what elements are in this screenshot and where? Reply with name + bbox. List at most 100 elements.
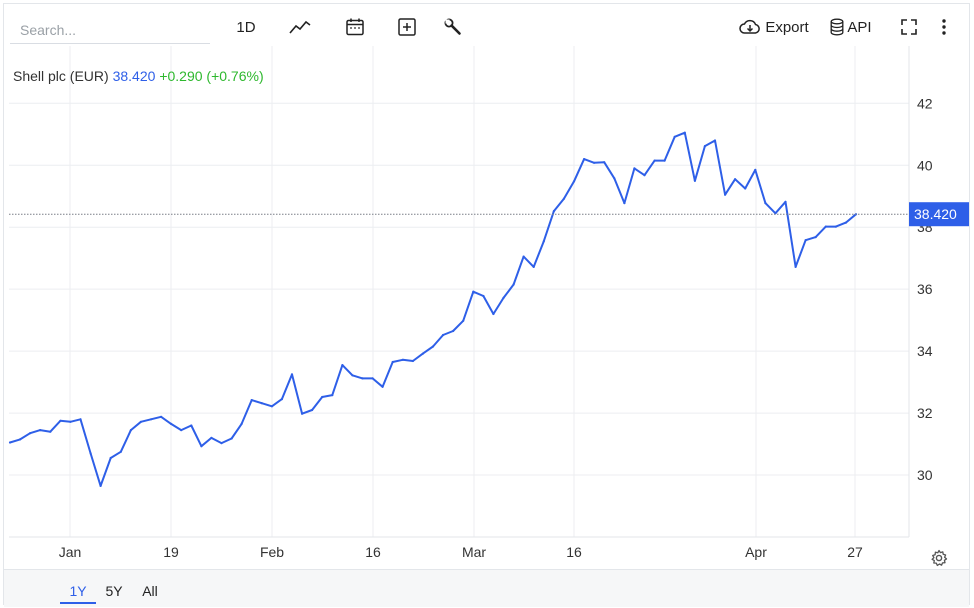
price-data-point xyxy=(814,236,817,239)
price-data-point xyxy=(139,420,142,423)
price-data-point xyxy=(401,358,404,361)
price-data-point xyxy=(149,418,153,421)
price-data-point xyxy=(512,283,515,286)
range-all-button[interactable]: All xyxy=(142,583,158,599)
price-data-point xyxy=(119,450,122,453)
x-tick-label: 27 xyxy=(847,544,863,560)
x-tick-label: 19 xyxy=(163,544,179,560)
y-tick-label: 34 xyxy=(917,343,933,359)
price-data-point xyxy=(572,180,576,183)
price-series-line xyxy=(9,131,857,487)
line-chart-icon[interactable] xyxy=(288,14,312,40)
x-tick-label: Apr xyxy=(745,544,767,560)
price-data-point xyxy=(643,174,646,177)
price-data-point xyxy=(492,312,495,316)
calendar-icon[interactable] xyxy=(343,14,367,40)
api-button[interactable]: API xyxy=(827,14,875,40)
export-button[interactable]: Export xyxy=(736,14,812,40)
price-data-point xyxy=(583,158,586,161)
y-tick-label: 32 xyxy=(917,405,933,421)
price-data-point xyxy=(431,345,435,348)
price-data-point xyxy=(270,405,273,408)
price-data-point xyxy=(79,418,82,421)
price-data-point xyxy=(613,177,616,180)
price-data-point xyxy=(109,456,112,460)
price-data-point xyxy=(59,419,62,422)
settings-gear-icon[interactable] xyxy=(929,548,949,568)
price-data-point xyxy=(8,441,12,444)
y-tick-label: 36 xyxy=(917,281,933,297)
price-data-point xyxy=(452,329,455,333)
price-data-point xyxy=(673,135,676,138)
price-data-point xyxy=(834,225,838,228)
price-data-point xyxy=(653,159,656,162)
price-data-point xyxy=(190,424,193,427)
price-data-point xyxy=(301,412,304,415)
x-tick-label: Feb xyxy=(260,544,284,560)
range-5y-button[interactable]: 5Y xyxy=(105,583,123,599)
price-data-point xyxy=(804,239,807,242)
price-data-point xyxy=(99,484,102,487)
price-data-point xyxy=(824,225,827,228)
price-data-point xyxy=(633,167,636,170)
x-tick-label: 16 xyxy=(566,544,582,560)
search-input[interactable] xyxy=(10,16,210,44)
price-data-point xyxy=(129,429,132,432)
instrument-name: Shell plc (EUR) xyxy=(13,68,109,84)
price-data-point xyxy=(321,395,324,399)
price-data-point xyxy=(240,422,243,425)
price-data-point xyxy=(522,255,525,258)
price-data-point xyxy=(180,429,183,432)
price-data-point xyxy=(794,265,797,268)
price-data-point xyxy=(49,430,52,433)
fullscreen-icon[interactable] xyxy=(897,14,921,40)
price-data-point xyxy=(230,437,233,440)
price-data-point xyxy=(844,221,848,224)
price-data-point xyxy=(69,420,72,423)
price-data-point xyxy=(280,398,283,401)
price-data-point xyxy=(381,385,384,388)
price-data-point xyxy=(421,352,424,355)
x-tick-label: Mar xyxy=(462,544,486,560)
api-label: API xyxy=(847,18,872,36)
price-data-point xyxy=(603,161,606,164)
toolbar: 1D Export API xyxy=(4,4,969,50)
export-label: Export xyxy=(765,18,809,36)
x-tick-label: 16 xyxy=(365,544,381,560)
price-data-point xyxy=(341,364,344,367)
price-data-point xyxy=(290,373,294,376)
price-data-point xyxy=(220,442,223,445)
plus-box-icon[interactable] xyxy=(395,14,419,40)
price-data-point xyxy=(260,402,263,405)
price-data-point xyxy=(442,333,445,337)
price-data-point xyxy=(784,200,787,203)
price-data-point xyxy=(744,187,747,190)
price-data-point xyxy=(472,290,475,293)
price-data-point xyxy=(361,377,364,380)
price-data-point xyxy=(552,210,556,213)
database-icon xyxy=(830,18,844,36)
price-data-point xyxy=(703,145,707,148)
price-data-point xyxy=(562,197,566,200)
wrench-icon[interactable] xyxy=(441,14,465,40)
price-data-point xyxy=(623,202,626,205)
more-vertical-icon[interactable] xyxy=(934,14,954,40)
interval-button[interactable]: 1D xyxy=(236,18,256,36)
price-data-point xyxy=(311,408,314,412)
y-tick-label: 42 xyxy=(917,95,933,111)
price-data-point xyxy=(593,161,596,164)
chart-widget: 1D Export API 30323436384042Jan19Feb16Ma… xyxy=(3,3,970,607)
price-data-point xyxy=(200,445,203,448)
price-data-point xyxy=(250,399,253,402)
price-data-point xyxy=(724,193,727,196)
price-data-point xyxy=(351,374,354,377)
y-tick-label: 40 xyxy=(917,157,933,173)
range-1y-button[interactable]: 1Y xyxy=(60,580,96,604)
price-data-point xyxy=(663,159,666,162)
last-price: 38.420 xyxy=(112,68,156,84)
price-data-point xyxy=(764,202,767,205)
price-data-point xyxy=(160,415,163,418)
price-data-point xyxy=(39,429,42,432)
price-change: +0.290 (+0.76%) xyxy=(159,68,264,84)
